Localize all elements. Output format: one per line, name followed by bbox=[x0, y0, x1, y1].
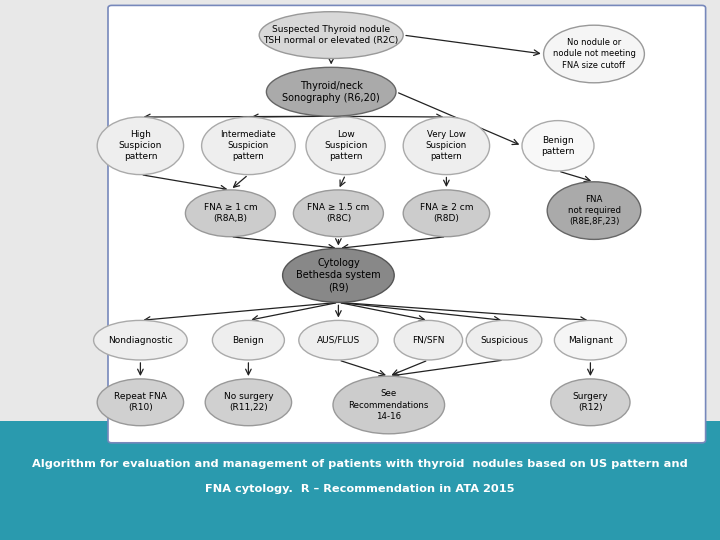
Text: Suspicious: Suspicious bbox=[480, 336, 528, 345]
Text: AUS/FLUS: AUS/FLUS bbox=[317, 336, 360, 345]
Text: FNA
not required
(R8E,8F,23): FNA not required (R8E,8F,23) bbox=[567, 195, 621, 226]
Ellipse shape bbox=[97, 379, 184, 426]
Text: FNA ≥ 1 cm
(R8A,B): FNA ≥ 1 cm (R8A,B) bbox=[204, 203, 257, 224]
Ellipse shape bbox=[299, 320, 378, 360]
Ellipse shape bbox=[97, 117, 184, 174]
Text: Suspected Thyroid nodule
TSH normal or elevated (R2C): Suspected Thyroid nodule TSH normal or e… bbox=[264, 25, 399, 45]
Text: Surgery
(R12): Surgery (R12) bbox=[572, 392, 608, 413]
Ellipse shape bbox=[205, 379, 292, 426]
Ellipse shape bbox=[294, 190, 383, 237]
Text: FNA ≥ 2 cm
(R8D): FNA ≥ 2 cm (R8D) bbox=[420, 203, 473, 224]
Text: Benign
pattern: Benign pattern bbox=[541, 136, 575, 156]
Text: Low
Suspicion
pattern: Low Suspicion pattern bbox=[324, 130, 367, 161]
Ellipse shape bbox=[547, 182, 641, 239]
Ellipse shape bbox=[522, 120, 594, 171]
Ellipse shape bbox=[403, 190, 490, 237]
Text: Intermediate
Suspicion
pattern: Intermediate Suspicion pattern bbox=[220, 130, 276, 161]
Text: No surgery
(R11,22): No surgery (R11,22) bbox=[224, 392, 273, 413]
Ellipse shape bbox=[467, 320, 541, 360]
Text: See
Recommendations
14-16: See Recommendations 14-16 bbox=[348, 389, 429, 421]
Bar bbox=[0, 0, 720, 443]
FancyBboxPatch shape bbox=[108, 5, 706, 443]
Text: FNA cytology.  R – Recommendation in ATA 2015: FNA cytology. R – Recommendation in ATA … bbox=[205, 484, 515, 494]
Text: Nondiagnostic: Nondiagnostic bbox=[108, 336, 173, 345]
Ellipse shape bbox=[403, 117, 490, 174]
Ellipse shape bbox=[544, 25, 644, 83]
Ellipse shape bbox=[306, 117, 385, 174]
Ellipse shape bbox=[266, 68, 396, 116]
Ellipse shape bbox=[202, 117, 295, 174]
Ellipse shape bbox=[551, 379, 630, 426]
Text: Very Low
Suspicion
pattern: Very Low Suspicion pattern bbox=[426, 130, 467, 161]
Bar bbox=[0, 421, 720, 540]
Text: Repeat FNA
(R10): Repeat FNA (R10) bbox=[114, 392, 167, 413]
Text: Malignant: Malignant bbox=[568, 336, 613, 345]
Text: High
Suspicion
pattern: High Suspicion pattern bbox=[119, 130, 162, 161]
Ellipse shape bbox=[259, 12, 403, 58]
Text: FNA ≥ 1.5 cm
(R8C): FNA ≥ 1.5 cm (R8C) bbox=[307, 203, 369, 224]
Ellipse shape bbox=[282, 248, 395, 302]
Text: Benign: Benign bbox=[233, 336, 264, 345]
Ellipse shape bbox=[186, 190, 275, 237]
Ellipse shape bbox=[333, 376, 445, 434]
Ellipse shape bbox=[554, 320, 626, 360]
Text: Cytology
Bethesda system
(R9): Cytology Bethesda system (R9) bbox=[296, 258, 381, 293]
Text: FN/SFN: FN/SFN bbox=[412, 336, 445, 345]
Ellipse shape bbox=[212, 320, 284, 360]
Text: Thyroid/neck
Sonography (R6,20): Thyroid/neck Sonography (R6,20) bbox=[282, 80, 380, 103]
Text: No nodule or
nodule not meeting
FNA size cutoff: No nodule or nodule not meeting FNA size… bbox=[552, 38, 636, 70]
Text: Algorithm for evaluation and management of patients with thyroid  nodules based : Algorithm for evaluation and management … bbox=[32, 460, 688, 469]
Ellipse shape bbox=[94, 320, 187, 360]
Ellipse shape bbox=[395, 320, 462, 360]
